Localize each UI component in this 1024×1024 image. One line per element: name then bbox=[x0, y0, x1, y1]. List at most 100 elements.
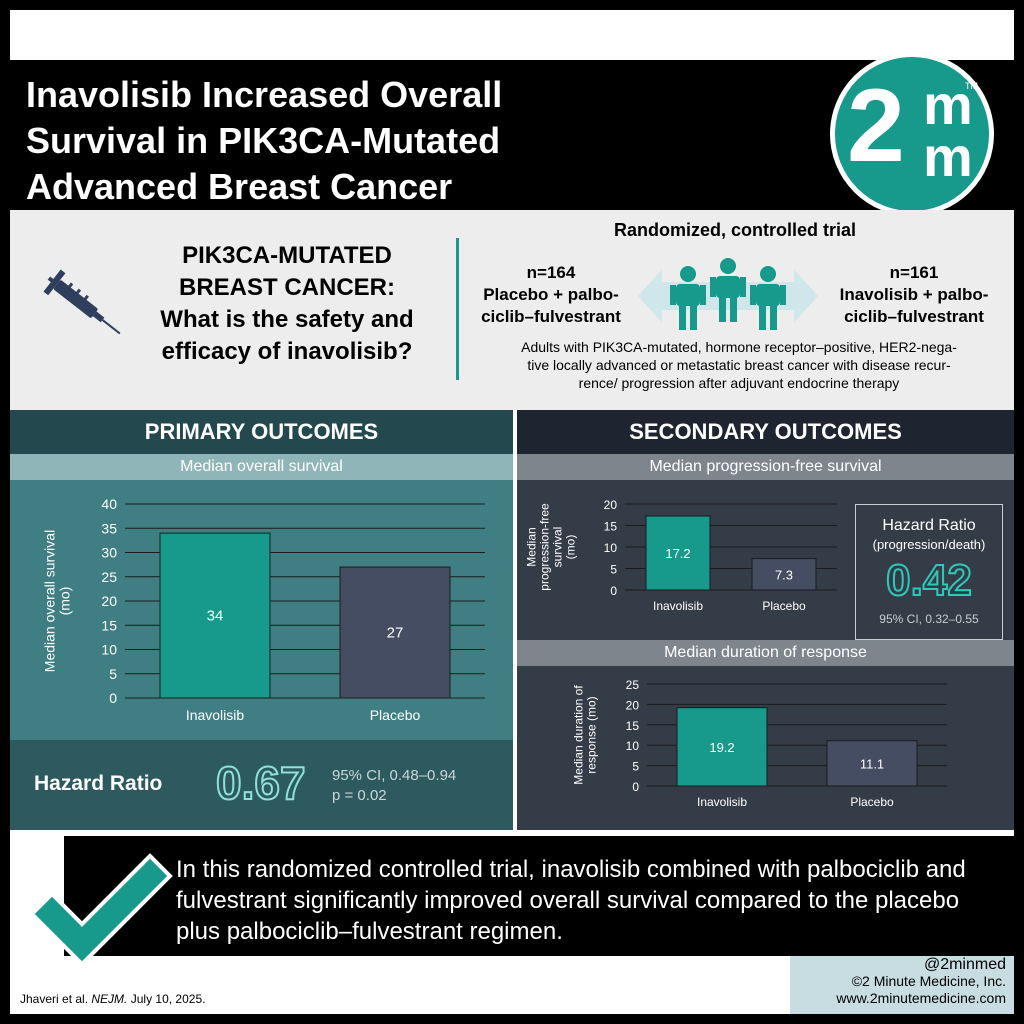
hr-box-ci: 95% CI, 0.32–0.55 bbox=[879, 612, 979, 626]
conclusion-band: In this randomized controlled trial, ina… bbox=[29, 836, 1014, 967]
duration-of-response-chart: 0 5 10 15 20 25 19.2 Inavolisib 11.1 Placebo Media… bbox=[572, 678, 947, 809]
page-title: Inavolisib Increased Overall Survival in… bbox=[26, 74, 503, 207]
logo-m-top: m bbox=[923, 73, 973, 136]
question-line: efficacy of inavolisib? bbox=[161, 338, 413, 365]
data-label: 27 bbox=[387, 625, 404, 642]
y-tick-label: 5 bbox=[109, 666, 117, 682]
y-tick-label: 0 bbox=[610, 584, 617, 598]
conclusion-text: In this randomized controlled trial, ina… bbox=[176, 856, 966, 945]
arm-label: Placebo + palbo- bbox=[483, 285, 619, 304]
dor-subheading: Median duration of response bbox=[517, 640, 1014, 666]
hazard-ratio-label: Hazard Ratio bbox=[34, 772, 163, 795]
arm-label: Inavolisib + palbo- bbox=[839, 285, 989, 304]
syringe-icon bbox=[43, 269, 121, 335]
website-link[interactable]: www.2minutemedicine.com bbox=[836, 990, 1006, 1006]
placebo-arm: n=164 Placebo + palbo- ciclib–fulvestran… bbox=[466, 262, 636, 328]
arm-n: n=164 bbox=[526, 263, 576, 282]
question-line: BREAST CANCER: bbox=[179, 274, 395, 301]
os-subheading: Median overall survival bbox=[10, 454, 513, 480]
y-tick-label: 20 bbox=[604, 498, 618, 512]
data-label: 19.2 bbox=[709, 740, 734, 755]
primary-outcomes-panel: PRIMARY OUTCOMES Median overall survival… bbox=[10, 410, 513, 830]
y-tick-label: 25 bbox=[101, 569, 117, 585]
hr-box-title: Hazard Ratio bbox=[882, 517, 976, 534]
pfs-hazard-ratio-box: Hazard Ratio (progression/death) 0.42 95… bbox=[855, 504, 1003, 640]
y-tick-label: 5 bbox=[610, 563, 617, 577]
y-tick-label: 15 bbox=[626, 719, 640, 733]
bar-placebo bbox=[339, 566, 451, 699]
bar-inavolisib bbox=[159, 532, 271, 699]
overall-survival-chart: 0 5 10 15 20 25 30 35 40 34 Inavolisib 27 Placebo Med… bbox=[42, 496, 485, 723]
y-tick-label: 20 bbox=[626, 698, 640, 712]
y-tick-label: 20 bbox=[101, 593, 117, 609]
y-tick-label: 0 bbox=[109, 690, 117, 706]
x-tick-label: Inavolisib bbox=[186, 707, 245, 723]
logo-m-bottom: m bbox=[923, 125, 973, 188]
trial-design: Randomized, controlled trial bbox=[613, 220, 857, 240]
bar-placebo bbox=[751, 558, 817, 591]
x-tick-label: Placebo bbox=[850, 795, 894, 809]
hr-box-value: 0.42 bbox=[885, 555, 973, 606]
data-label: 7.3 bbox=[775, 567, 793, 582]
inavolisib-arm: n=161 Inavolisib + palbo- ciclib–fulvest… bbox=[818, 262, 1010, 328]
brand-logo: 2 m m TM bbox=[830, 52, 994, 216]
question-band: PIK3CA-MUTATED BREAST CANCER: What is th… bbox=[10, 210, 1014, 410]
citation: Jhaveri et al. NEJM. July 10, 2025. bbox=[20, 992, 205, 1006]
hazard-ratio-band: Hazard Ratio 0.67 95% CI, 0.48–0.94 p = … bbox=[10, 740, 513, 830]
hazard-ratio-value: 0.67 bbox=[215, 756, 307, 810]
trademark: TM bbox=[965, 81, 978, 91]
copyright: ©2 Minute Medicine, Inc. bbox=[851, 973, 1006, 989]
bar-inavolisib bbox=[645, 515, 711, 591]
p-value: p = 0.02 bbox=[332, 787, 387, 804]
population-description: Adults with PIK3CA-mutated, hormone rece… bbox=[470, 338, 1008, 392]
confidence-interval: 95% CI, 0.48–0.94 bbox=[332, 767, 457, 784]
hazard-ratio-stats: 95% CI, 0.48–0.94 p = 0.02 bbox=[332, 766, 456, 806]
y-tick-label: 10 bbox=[604, 541, 618, 555]
y-tick-label: 30 bbox=[101, 545, 117, 561]
y-tick-label: 10 bbox=[626, 739, 640, 753]
y-tick-label: 5 bbox=[632, 760, 639, 774]
arm-label: ciclib–fulvestrant bbox=[844, 307, 984, 326]
question-line: PIK3CA-MUTATED bbox=[182, 242, 392, 269]
credit-box: @2minmed ©2 Minute Medicine, Inc. www.2m… bbox=[790, 956, 1014, 1014]
y-tick-label: 15 bbox=[101, 617, 117, 633]
data-label: 34 bbox=[207, 608, 224, 625]
bar-placebo bbox=[826, 740, 918, 787]
data-label: 11.1 bbox=[860, 756, 884, 771]
y-tick-label: 15 bbox=[604, 520, 618, 534]
secondary-outcomes-panel: SECONDARY OUTCOMES Median progression-fr… bbox=[517, 410, 1014, 830]
y-axis-label: Medianprogression-freesurvival(mo) bbox=[527, 503, 578, 591]
clinical-question: PIK3CA-MUTATED BREAST CANCER: What is th… bbox=[122, 240, 452, 368]
arm-label: ciclib–fulvestrant bbox=[481, 307, 621, 326]
primary-heading: PRIMARY OUTCOMES bbox=[10, 410, 513, 454]
population-line: rence/ progression after adjuvant endocr… bbox=[578, 375, 900, 391]
y-tick-label: 0 bbox=[632, 780, 639, 794]
logo-digit: 2 bbox=[847, 68, 905, 184]
secondary-heading: SECONDARY OUTCOMES bbox=[517, 410, 1014, 454]
pfs-chart: 0 5 10 15 20 17.2 Inavolisib 7.3 Placebo Medianpr… bbox=[527, 498, 837, 613]
citation-date: July 10, 2025. bbox=[130, 992, 206, 1006]
arm-n: n=161 bbox=[889, 263, 939, 282]
question-line: What is the safety and bbox=[160, 306, 414, 333]
pfs-subheading: Median progression-free survival bbox=[517, 454, 1014, 480]
x-tick-label: Placebo bbox=[370, 707, 421, 723]
x-tick-label: Placebo bbox=[762, 599, 806, 613]
y-axis-label: Median duration ofresponse (mo) bbox=[572, 685, 599, 785]
divider bbox=[456, 238, 459, 380]
y-tick-label: 10 bbox=[101, 642, 117, 658]
social-handle[interactable]: @2minmed bbox=[923, 956, 1006, 973]
bar-inavolisib bbox=[676, 707, 768, 787]
population-line: tive locally advanced or metastatic brea… bbox=[527, 357, 951, 373]
y-tick-label: 25 bbox=[626, 678, 640, 692]
patients-icon bbox=[638, 258, 818, 330]
x-tick-label: Inavolisib bbox=[697, 795, 747, 809]
y-tick-label: 35 bbox=[101, 520, 117, 536]
citation-authors: Jhaveri et al. bbox=[20, 992, 89, 1006]
infographic: Inavolisib Increased Overall Survival in… bbox=[10, 10, 1014, 1014]
y-axis-label: Median overall survival(mo) bbox=[42, 530, 73, 672]
checkmark-icon bbox=[29, 853, 173, 967]
header: Inavolisib Increased Overall Survival in… bbox=[10, 52, 1014, 216]
y-tick-label: 40 bbox=[101, 496, 117, 512]
x-tick-label: Inavolisib bbox=[653, 599, 703, 613]
hr-box-subtitle: (progression/death) bbox=[872, 537, 986, 552]
